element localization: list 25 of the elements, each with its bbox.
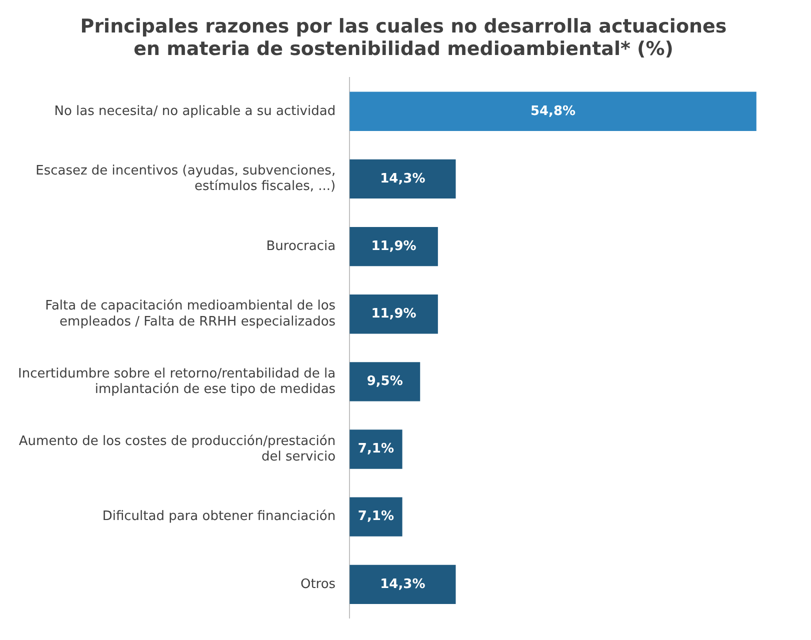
y-tick-label: Burocracia — [266, 238, 336, 254]
bar — [350, 564, 456, 604]
bar — [350, 226, 438, 266]
bar — [350, 294, 438, 334]
y-tick-label: No las necesita/ no aplicable a su actividad — [54, 104, 336, 119]
y-tick-label: Aumento de los costes de producción/prestación del servicio — [18, 434, 336, 464]
bar — [350, 159, 456, 199]
data-label: 7,1% — [358, 509, 394, 524]
bar — [350, 497, 402, 536]
bar — [350, 362, 420, 402]
y-tick-label: Falta de capacitación medioambiental de los empleados / Falta de RRHH especializados — [45, 298, 336, 330]
data-label: 11,9% — [371, 306, 416, 322]
data-label: 9,5% — [366, 374, 403, 390]
bar — [350, 92, 756, 131]
data-label: 7,1% — [358, 442, 394, 457]
chart-title: Principales razones por las cuales no desarrolla actuaciones en materia de sostenibilidad medioambiental* (%) — [80, 15, 727, 60]
y-tick-label: Dificultad para obtener financiación — [102, 509, 336, 524]
y-tick-label: Escasez de incentivos (ayudas, subvenciones, estímulos fiscales, ...) — [36, 164, 336, 194]
y-tick-label: Otros — [300, 576, 336, 592]
data-label: 54,8% — [530, 104, 576, 119]
data-label: 14,3% — [380, 171, 426, 186]
bar — [350, 430, 402, 469]
y-tick-label: Incertidumbre sobre el retorno/rentabilidad de la implantación de ese tipo de medidas — [18, 366, 336, 397]
data-label: 14,3% — [380, 576, 426, 592]
data-label: 11,9% — [371, 238, 416, 254]
